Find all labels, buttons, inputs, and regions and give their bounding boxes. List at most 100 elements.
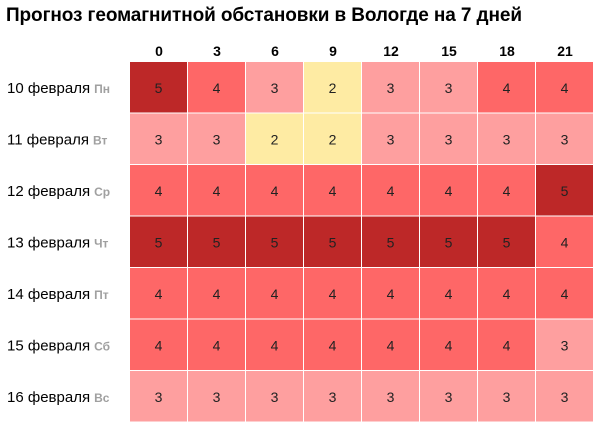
- cell-value: 3: [445, 131, 453, 147]
- heatmap-cell: [420, 268, 477, 319]
- hour-label: 3: [213, 43, 221, 59]
- cell-value: 4: [503, 286, 511, 302]
- cell-value: 4: [503, 337, 511, 353]
- row-label: 16 февраля Вс: [7, 389, 110, 406]
- cell-value: 4: [503, 183, 511, 199]
- cell-value: 3: [271, 389, 279, 405]
- heatmap-cells: 5 4 3 2 3 3 4 4 3 3 2 2 3 3 3 3 4 4 4 4 4 4 4 5 5 5 5 5 5 5 5 4 4 4 4 4 4 4 4 4…: [130, 62, 593, 422]
- cell-value: 4: [445, 183, 453, 199]
- heatmap-cell: [478, 113, 535, 164]
- row-weekday: Ср: [94, 185, 110, 199]
- heatmap-cell: [478, 319, 535, 370]
- heatmap-cell: [246, 319, 303, 370]
- row-label: 10 февраля Пн: [7, 80, 110, 97]
- cell-value: 4: [329, 286, 337, 302]
- heatmap-cell: [536, 62, 593, 113]
- row-weekday: Сб: [94, 339, 110, 353]
- cell-value: 4: [561, 80, 569, 96]
- cell-value: 3: [561, 389, 569, 405]
- cell-value: 4: [329, 183, 337, 199]
- cell-value: 3: [271, 80, 279, 96]
- heatmap-cell: [246, 113, 303, 164]
- cell-value: 5: [329, 234, 337, 250]
- cell-value: 4: [503, 80, 511, 96]
- heatmap-cell: [478, 62, 535, 113]
- heatmap-cell: [304, 371, 361, 422]
- heatmap-cell: [246, 371, 303, 422]
- cell-value: 4: [213, 337, 221, 353]
- cell-value: 5: [155, 80, 163, 96]
- heatmap-cell: [188, 216, 245, 267]
- heatmap-cell: [304, 62, 361, 113]
- heatmap-cell: [362, 165, 419, 216]
- cell-value: 3: [445, 389, 453, 405]
- row-date: 12 февраля: [7, 183, 90, 200]
- cell-value: 2: [329, 131, 337, 147]
- heatmap-cell: [304, 216, 361, 267]
- heatmap-cell: [536, 216, 593, 267]
- heatmap-cell: [536, 319, 593, 370]
- heatmap-cell: [188, 268, 245, 319]
- cell-value: 5: [155, 234, 163, 250]
- row-date: 16 февраля: [7, 389, 90, 406]
- row-weekday: Вс: [94, 391, 110, 405]
- cell-value: 3: [387, 389, 395, 405]
- cell-value: 4: [213, 80, 221, 96]
- row-weekday: Вт: [93, 133, 108, 147]
- heatmap-cell: [420, 165, 477, 216]
- row-label: 13 февраля Чт: [7, 234, 109, 251]
- heatmap-cell: [362, 371, 419, 422]
- heatmap-cell: [188, 371, 245, 422]
- heatmap-cell: [536, 165, 593, 216]
- cell-value: 3: [561, 131, 569, 147]
- row-weekday: Пн: [94, 82, 110, 96]
- row-label: 11 февраля Вт: [7, 131, 107, 148]
- chart-title: Прогноз геомагнитной обстановки в Вологд…: [6, 5, 522, 26]
- heatmap-cell: [478, 165, 535, 216]
- heatmap-cell: [130, 165, 187, 216]
- cell-value: 4: [213, 183, 221, 199]
- row-date: 10 февраля: [7, 80, 90, 97]
- cell-value: 4: [155, 183, 163, 199]
- cell-value: 2: [271, 131, 279, 147]
- hour-label: 18: [499, 43, 515, 59]
- cell-value: 4: [387, 337, 395, 353]
- heatmap-cell: [304, 165, 361, 216]
- heatmap-cell: [130, 216, 187, 267]
- cell-value: 4: [271, 337, 279, 353]
- cell-value: 4: [155, 337, 163, 353]
- heatmap-cell: [420, 216, 477, 267]
- cell-value: 4: [445, 286, 453, 302]
- heatmap-cell: [188, 319, 245, 370]
- cell-value: 4: [561, 286, 569, 302]
- cell-value: 4: [155, 286, 163, 302]
- cell-value: 5: [271, 234, 279, 250]
- cell-value: 4: [271, 183, 279, 199]
- row-weekday: Чт: [94, 236, 108, 250]
- heatmap-cell: [246, 165, 303, 216]
- cell-value: 4: [387, 286, 395, 302]
- heatmap-cell: [130, 268, 187, 319]
- cell-value: 3: [155, 131, 163, 147]
- cell-value: 3: [213, 389, 221, 405]
- heatmap-cell: [304, 268, 361, 319]
- row-date: 15 февраля: [7, 337, 90, 354]
- heatmap-cell: [478, 268, 535, 319]
- heatmap-cell: [536, 268, 593, 319]
- heatmap-cell: [478, 371, 535, 422]
- row-date: 14 февраля: [7, 286, 90, 303]
- heatmap-cell: [130, 62, 187, 113]
- heatmap-cell: [246, 216, 303, 267]
- heatmap-cell: [362, 268, 419, 319]
- heatmap-cell: [304, 319, 361, 370]
- cell-value: 3: [387, 80, 395, 96]
- heatmap-cell: [188, 113, 245, 164]
- cell-value: 3: [155, 389, 163, 405]
- cell-value: 3: [213, 131, 221, 147]
- heatmap-cell: [420, 319, 477, 370]
- heatmap-cell: [362, 216, 419, 267]
- cell-value: 5: [561, 183, 569, 199]
- cell-value: 3: [503, 389, 511, 405]
- row-label: 14 февраля Пт: [7, 286, 109, 303]
